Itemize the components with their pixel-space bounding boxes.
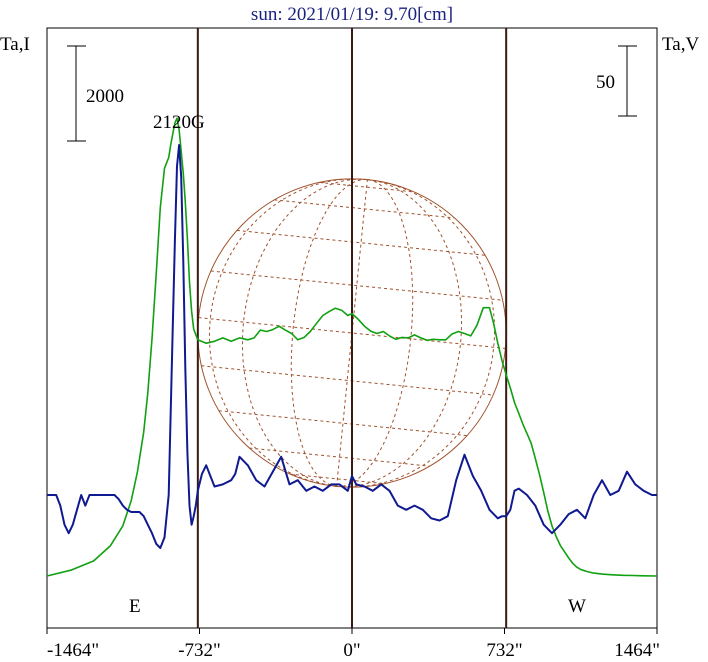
right-scale-bar <box>618 45 637 117</box>
disk-meridian <box>336 179 368 487</box>
disk-parallel <box>249 447 430 467</box>
intensity-series-line <box>46 117 658 577</box>
solar-disk-grid <box>197 178 507 488</box>
disk-parallel <box>319 181 415 193</box>
left-scale-label: 2000 <box>86 86 124 107</box>
east-label: E <box>129 596 141 617</box>
x-tick-label: -732" <box>178 640 221 661</box>
disk-parallel <box>218 410 468 437</box>
polarization-series-line <box>47 144 657 549</box>
x-tick-label: 732" <box>486 640 522 661</box>
disk-meridian <box>209 178 368 487</box>
limb-lines <box>196 28 508 628</box>
left-axis-label: Ta,I <box>0 34 30 55</box>
disk-parallel <box>201 365 494 396</box>
chart-title: sun: 2021/01/19: 9.70[cm] <box>251 4 453 25</box>
x-tick-label: 0" <box>343 640 360 661</box>
disk-parallel <box>236 229 486 256</box>
disk-parallel <box>210 270 503 301</box>
west-label: W <box>568 596 586 617</box>
disk-parallel <box>198 317 506 349</box>
disk-meridian <box>336 179 462 488</box>
disk-meridian <box>336 179 495 488</box>
x-tick-label: 1464" <box>614 640 660 661</box>
disk-meridian <box>336 179 414 488</box>
right-axis-label: Ta,V <box>662 34 699 55</box>
left-scale-bar <box>67 45 86 142</box>
x-tick-label: -1464" <box>47 640 99 661</box>
x-axis-ticks: -1464" -732" 0" 732" 1464" <box>46 628 660 661</box>
disk-meridian <box>290 178 368 487</box>
disk-parallel <box>274 199 455 219</box>
right-scale-label: 50 <box>596 72 615 93</box>
disk-parallel <box>289 473 385 485</box>
field-strength-annotation: 2120G <box>153 112 205 133</box>
series-group <box>46 117 658 577</box>
disk-meridian <box>242 178 368 487</box>
